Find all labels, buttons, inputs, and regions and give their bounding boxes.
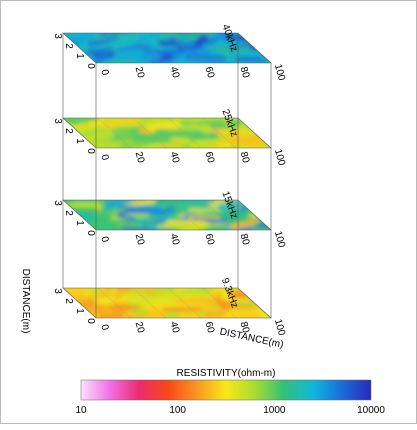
colorbar-gradient [81,380,371,400]
x-tick-label: 40 [168,321,182,335]
x-tick-label: 40 [168,233,182,247]
x-tick-label: 80 [238,233,252,247]
x-tick-label: 0 [98,68,110,77]
y-tick-label: 3 [52,288,63,294]
y-tick-label: 0 [85,148,96,154]
colorbar: RESISTIVITY(ohm-m) 10 100 1000 10000 [75,368,385,416]
x-tick-label: 60 [203,66,217,80]
y-tick-label: 2 [63,210,74,216]
x-tick-label: 20 [133,321,147,335]
colorbar-tick-label: 1000 [263,405,286,416]
x-tick-label: 0 [98,235,110,244]
x-tick-label: 0 [98,153,110,162]
x-tick-label: 40 [168,66,182,80]
y-tick-label: 2 [63,128,74,134]
resistivity-field [63,283,296,318]
y-tick-label: 3 [52,118,63,124]
y-tick-label: 2 [63,298,74,304]
colorbar-tick-label: 10000 [357,405,385,416]
y-tick-label: 0 [85,230,96,236]
y-tick-label: 3 [52,200,63,206]
resistivity-field [61,113,282,151]
y-tick-label: 1 [74,53,85,59]
x-tick-label: 100 [272,63,287,82]
y-tick-label: 3 [52,33,63,39]
colorbar-title: RESISTIVITY(ohm-m) [177,368,276,379]
colorbar-ticks: 10 100 1000 10000 [75,405,385,416]
y-axis-title: DISTANCE(m) [20,269,31,334]
x-tick-label: 20 [133,66,147,80]
x-tick-label: 100 [272,148,287,167]
x-tick-label: 20 [133,151,147,165]
x-tick-label: 80 [238,66,252,80]
x-tick-label: 100 [272,318,287,337]
y-tick-label: 0 [85,318,96,324]
resistivity-field [57,30,295,63]
y-tick-label: 1 [74,220,85,226]
x-tick-label: 60 [203,233,217,247]
y-tick-label: 1 [74,308,85,314]
x-tick-label: 100 [272,230,287,249]
x-tick-label: 40 [168,151,182,165]
colorbar-tick-label: 10 [75,405,87,416]
y-tick-label: 1 [74,138,85,144]
x-tick-label: 20 [133,233,147,247]
x-tick-label: 80 [238,151,252,165]
x-tick-label: 60 [203,151,217,165]
colorbar-tick-label: 100 [169,405,186,416]
y-tick-label: 2 [63,43,74,49]
x-tick-label: 60 [203,321,217,335]
y-tick-label: 0 [85,63,96,69]
x-tick-label: 0 [98,323,110,332]
